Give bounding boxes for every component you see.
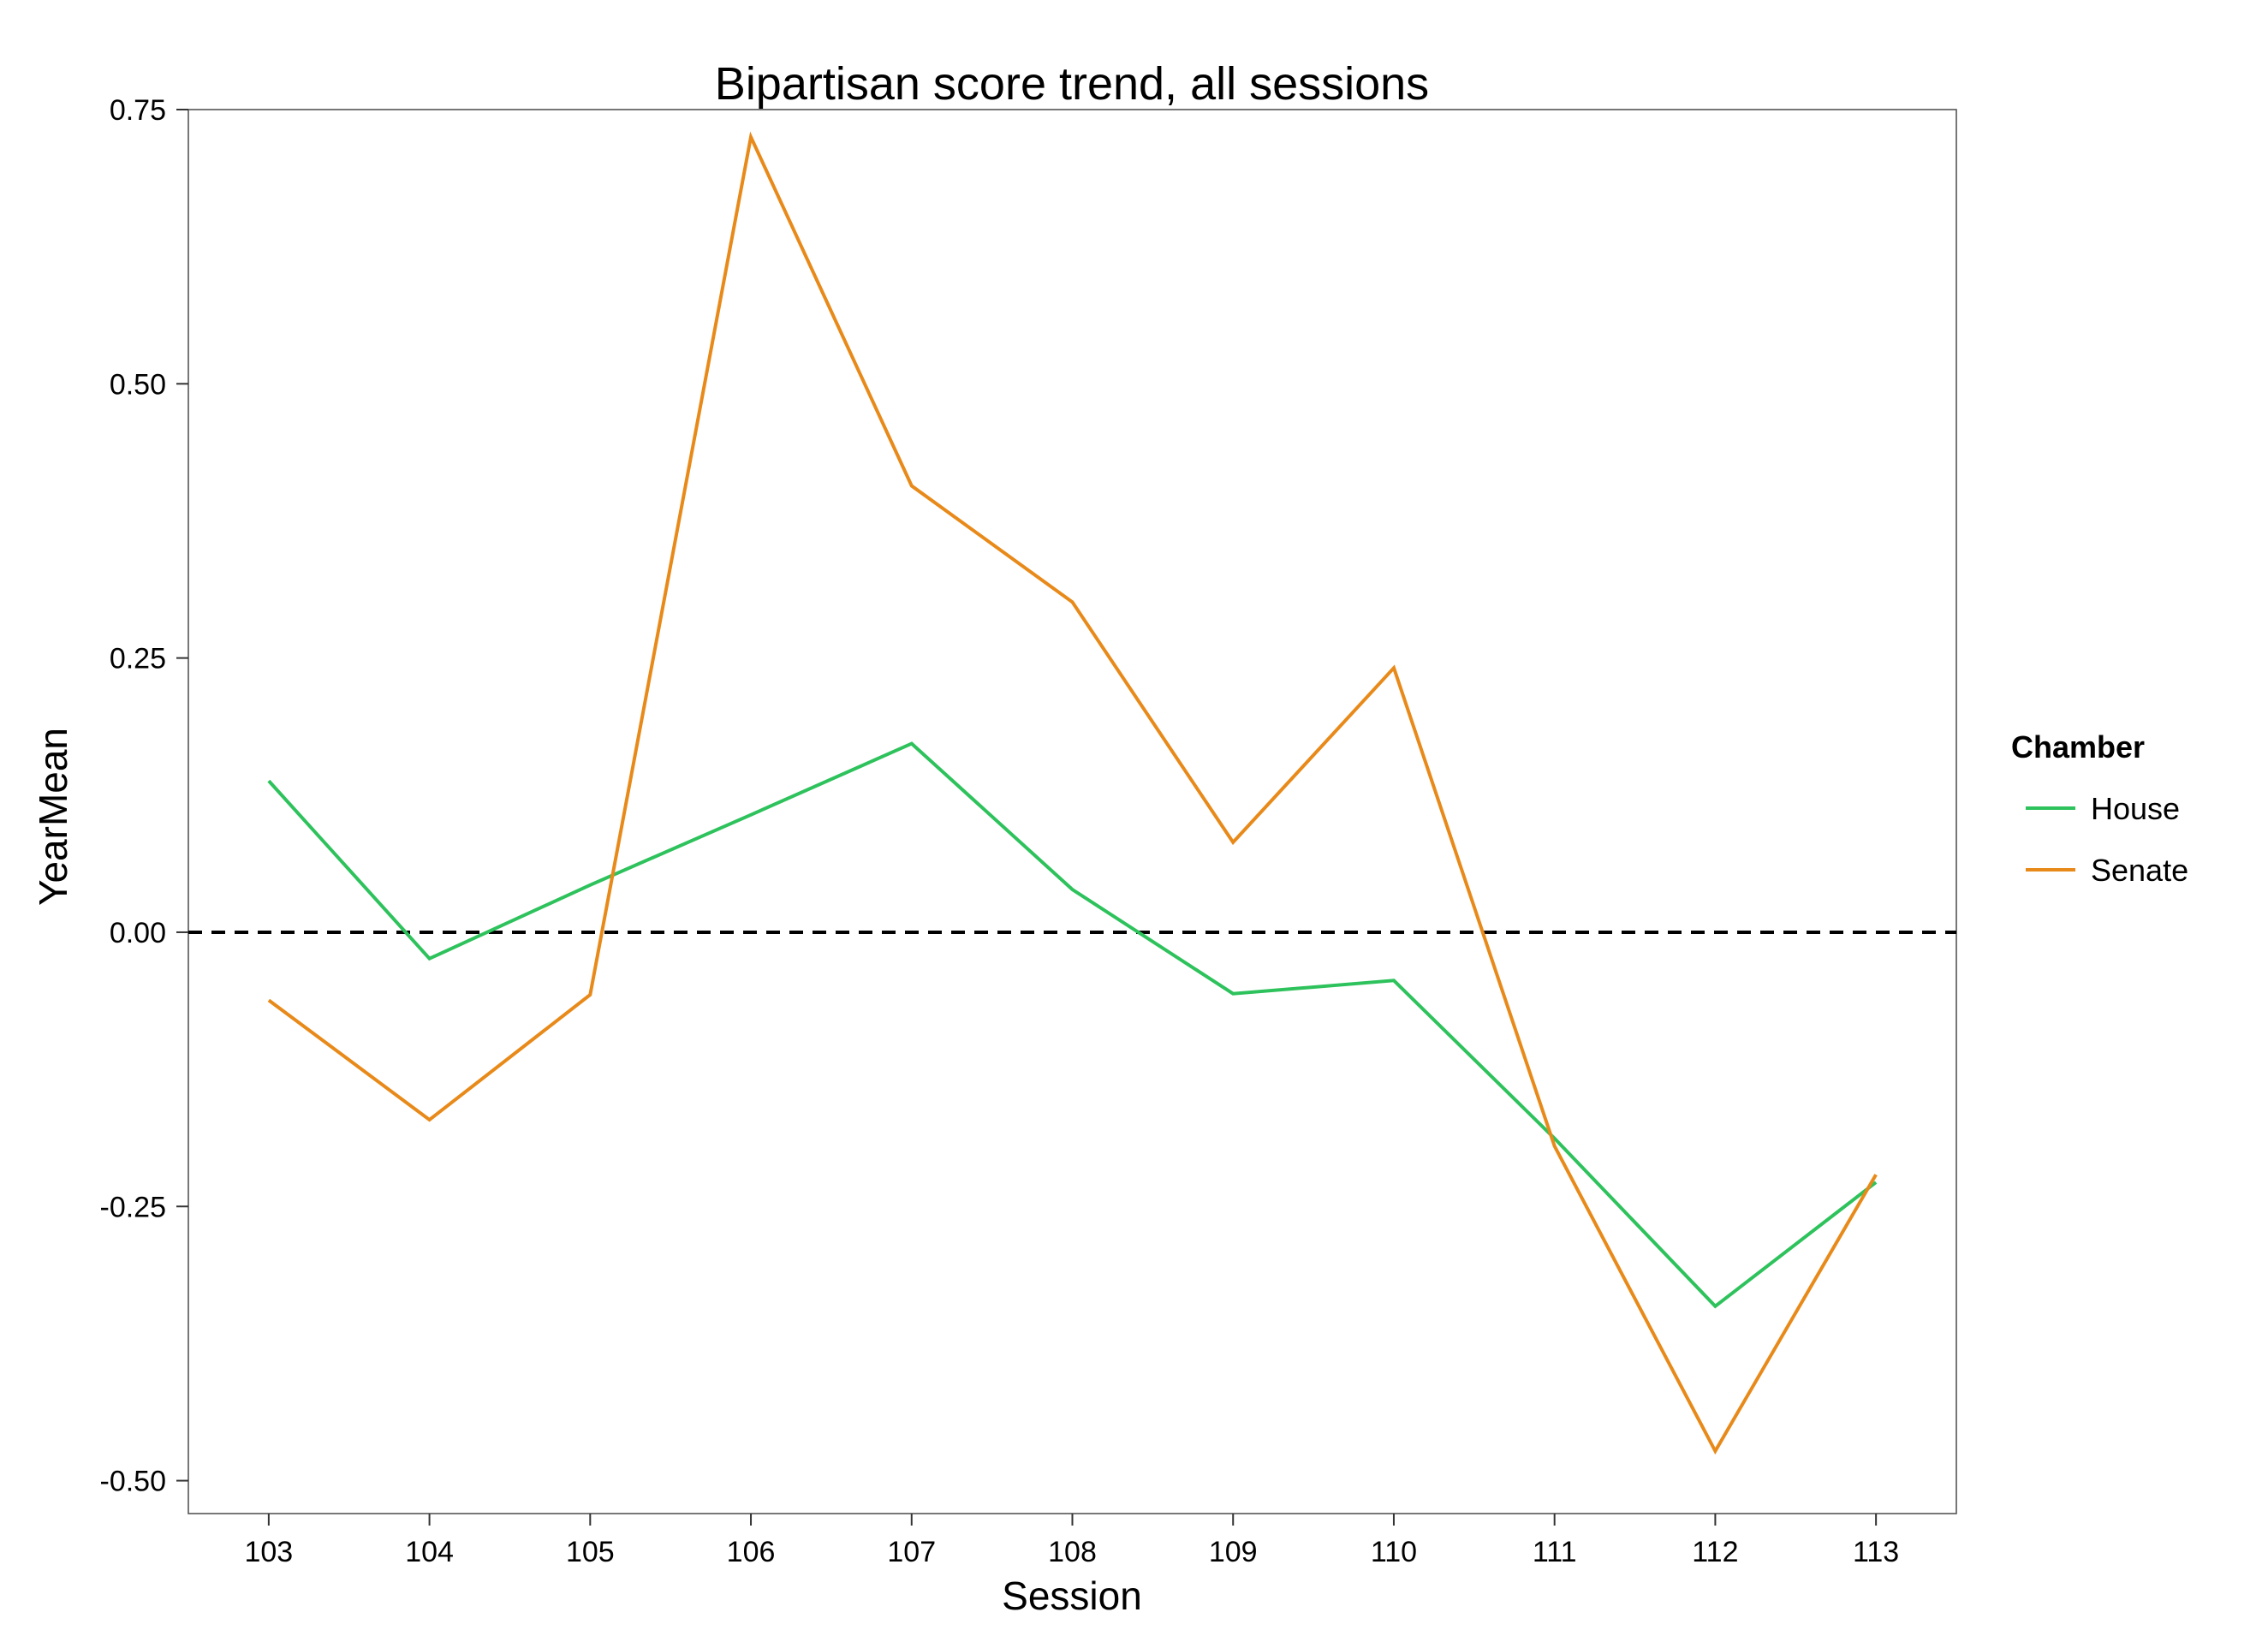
x-tick-label: 111 (1533, 1536, 1577, 1568)
series-line-house (267, 741, 1878, 1309)
plot-border (188, 109, 1957, 1514)
plot-panel (188, 109, 1957, 1514)
x-tick-label: 110 (1371, 1536, 1417, 1568)
series-layer (267, 131, 1878, 1455)
legend-label-senate: Senate (2091, 853, 2188, 888)
x-axis: 103 104 105 106 107 108 109 110 111 112 113 (244, 1514, 1899, 1568)
y-tick-label: -0.25 (100, 1191, 167, 1223)
y-tick-label: 0.50 (110, 368, 166, 401)
x-tick-label: 109 (1209, 1536, 1258, 1568)
y-axis-title: YearMean (31, 728, 75, 906)
x-tick-label: 106 (727, 1536, 776, 1568)
legend-title: Chamber (2011, 729, 2145, 764)
x-tick-label: 108 (1048, 1536, 1097, 1568)
legend: Chamber House Senate (2011, 729, 2188, 888)
x-tick-label: 104 (405, 1536, 454, 1568)
y-axis: -0.50 -0.25 0.00 0.25 0.50 0.75 (100, 94, 188, 1498)
legend-items: House Senate (2026, 791, 2188, 888)
legend-label-house: House (2091, 791, 2180, 826)
x-tick-label: 112 (1692, 1536, 1738, 1568)
x-axis-title: Session (1002, 1573, 1142, 1618)
chart-title: Bipartisan score trend, all sessions (715, 58, 1429, 110)
x-tick-label: 107 (887, 1536, 936, 1568)
x-tick-label: 105 (566, 1536, 615, 1568)
x-tick-label: 113 (1853, 1536, 1899, 1568)
y-tick-label: 0.75 (110, 94, 166, 127)
y-tick-label: 0.00 (110, 917, 166, 949)
y-tick-label: 0.25 (110, 643, 166, 675)
series-line-senate (267, 131, 1878, 1455)
x-tick-label: 103 (244, 1536, 293, 1568)
y-tick-label: -0.50 (100, 1466, 167, 1498)
